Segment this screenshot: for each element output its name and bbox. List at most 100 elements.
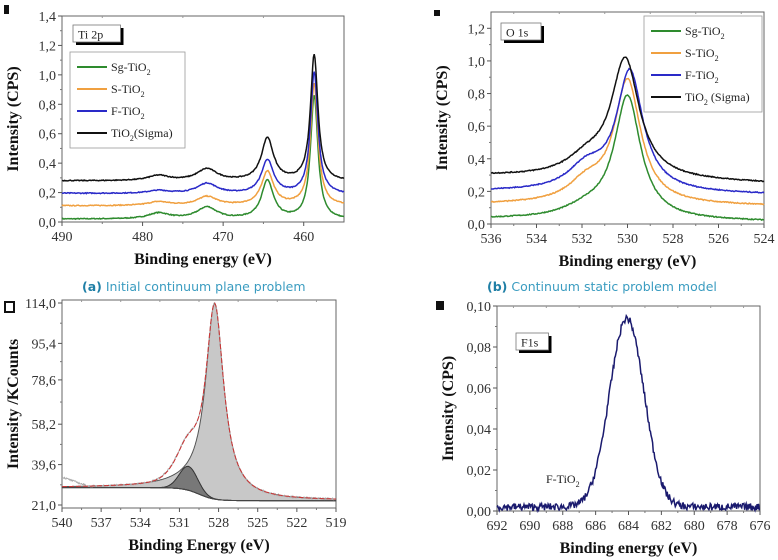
o1s-fit-raw-data bbox=[61, 301, 336, 501]
ti2p-legend-label: S-TiO2 bbox=[111, 82, 145, 99]
f1s-y-axis-title: Intensity (CPS) bbox=[440, 356, 457, 461]
f1s-panel-letter bbox=[436, 301, 444, 310]
o1s-x-tick-label: 534 bbox=[526, 232, 547, 247]
o1s-legend-item: TiO2 (Sigma) bbox=[651, 90, 750, 107]
o1s-legend-label: TiO2 (Sigma) bbox=[685, 90, 750, 107]
f1s-panel-label: F1s bbox=[521, 336, 539, 350]
f1s-x-tick-label: 678 bbox=[717, 519, 738, 534]
ti2p-panel-label-box bbox=[72, 24, 121, 43]
o1s-fit-y-tick-label: 21,0 bbox=[32, 499, 57, 514]
f1s-y-tick-label: 0,06 bbox=[467, 382, 492, 397]
o1s-x-tick-label: 528 bbox=[663, 232, 684, 247]
ti2p-y-axis-title: Intensity (CPS) bbox=[5, 66, 22, 171]
ti2p-legend-label: Sg-TiO2 bbox=[111, 60, 151, 77]
ti2p-y-tick-label: 1,0 bbox=[39, 69, 57, 84]
o1s-series-F-TiO2 bbox=[490, 67, 765, 194]
ti2p-x-tick-label: 470 bbox=[213, 230, 234, 245]
chart-o1s: 536 534 532 530 528 526 524 0,0 0,2 0,4 0,6 0,8 1,0 1… bbox=[434, 10, 775, 270]
o1s-y-tick-label: 1,0 bbox=[468, 55, 486, 70]
o1s-y-tick-label: 1,2 bbox=[468, 22, 486, 37]
o1s-fit-x-tick-label: 525 bbox=[247, 516, 268, 531]
f1s-y-tick-label: 0,00 bbox=[467, 505, 492, 520]
f1s-x-tick-label: 682 bbox=[651, 519, 672, 534]
o1s-panel-label-box bbox=[500, 22, 542, 41]
o1s-fit-x-tick-label: 540 bbox=[52, 516, 73, 531]
chart-o1s-fit: 540 537 534 531 528 525 522 519 21,0 39,6 58,2 78,6… bbox=[4, 297, 347, 554]
o1s-x-tick-label: 532 bbox=[572, 232, 593, 247]
ti2p-y-tick-label: 0,2 bbox=[39, 187, 57, 202]
ti2p-y-tick-label: 1,2 bbox=[39, 39, 57, 54]
f1s-x-tick-label: 684 bbox=[618, 519, 639, 534]
ti2p-panel-letter bbox=[4, 5, 9, 14]
o1s-fit-background bbox=[62, 487, 336, 502]
o1s-fit-x-tick-label: 528 bbox=[208, 516, 229, 531]
o1s-fit-y-tick-label: 114,0 bbox=[25, 297, 56, 312]
ti2p-y-tick-label: 0,8 bbox=[39, 98, 57, 113]
ti2p-y-tick-label: 0,6 bbox=[39, 128, 57, 143]
o1s-fit-x-tick-label: 537 bbox=[91, 516, 112, 531]
o1s-fit-envelope bbox=[62, 302, 336, 500]
caption-a-tag: (a) bbox=[82, 279, 102, 294]
o1s-legend-label: S-TiO2 bbox=[685, 46, 719, 63]
f1s-y-tick-label: 0,04 bbox=[467, 423, 492, 438]
ti2p-x-tick-label: 490 bbox=[52, 230, 73, 245]
ti2p-panel-label: Ti 2p bbox=[78, 28, 103, 42]
f1s-y-tick-label: 0,10 bbox=[467, 300, 492, 315]
o1s-x-tick-label: 526 bbox=[708, 232, 729, 247]
o1s-legend-label: Sg-TiO2 bbox=[685, 24, 725, 41]
f1s-x-tick-label: 686 bbox=[585, 519, 606, 534]
o1s-y-tick-label: 0,6 bbox=[468, 120, 486, 135]
f1s-x-tick-label: 692 bbox=[487, 519, 508, 534]
f1s-annotation: F-TiO2 bbox=[546, 472, 580, 489]
f1s-panel-label-box bbox=[515, 332, 549, 351]
caption-b-tag: (b) bbox=[487, 279, 508, 294]
chart-f1s: 692 690 688 686 684 682 680 678 676 0,00 0,02 0,04 0… bbox=[436, 300, 771, 557]
o1s-series-S-TiO2 bbox=[491, 77, 765, 206]
o1s-fit-x-tick-label: 531 bbox=[169, 516, 190, 531]
ti2p-series-Sg-TiO2 bbox=[61, 95, 344, 221]
o1s-x-tick-label: 536 bbox=[481, 232, 502, 247]
o1s-y-axis-title: Intensity (CPS) bbox=[434, 65, 451, 170]
o1s-fit-y-tick-label: 95,4 bbox=[32, 337, 57, 352]
o1s-fit-y-tick-label: 58,2 bbox=[32, 418, 57, 433]
o1s-fit-x-tick-label: 519 bbox=[326, 516, 347, 531]
ti2p-series-TiO2(Sigma) bbox=[61, 54, 345, 182]
o1s-panel-letter bbox=[434, 10, 440, 16]
o1s-fit-y-axis-title: Intensity /KCounts bbox=[5, 339, 22, 469]
o1s-fit-y-tick-label: 78,6 bbox=[32, 374, 57, 389]
caption-a: (a) Initial continuum plane problem bbox=[82, 279, 306, 294]
o1s-y-tick-label: 0,0 bbox=[468, 218, 486, 233]
f1s-y-tick-label: 0,02 bbox=[467, 464, 492, 479]
ti2p-legend-item: F-TiO2 bbox=[77, 104, 145, 121]
o1s-legend-item: F-TiO2 bbox=[651, 68, 719, 85]
caption-a-text: Initial continuum plane problem bbox=[105, 279, 306, 294]
f1s-x-axis-title: Binding energy (eV) bbox=[560, 540, 698, 557]
f1s-x-tick-label: 680 bbox=[684, 519, 705, 534]
o1s-legend-item: Sg-TiO2 bbox=[651, 24, 725, 41]
o1s-y-tick-label: 0,2 bbox=[468, 185, 486, 200]
o1s-series-Sg-TiO2 bbox=[491, 94, 764, 222]
ti2p-series-S-TiO2 bbox=[61, 82, 345, 207]
o1s-y-tick-label: 0,8 bbox=[468, 88, 486, 103]
caption-b-text: Continuum static problem model bbox=[511, 279, 717, 294]
ti2p-x-axis-title: Binding energy (eV) bbox=[134, 251, 272, 268]
o1s-fit-y-tick-label: 39,6 bbox=[32, 459, 57, 474]
ti2p-legend-item: TiO2(Sigma) bbox=[77, 126, 173, 143]
ti2p-legend-label: TiO2(Sigma) bbox=[111, 126, 173, 143]
o1s-fit-x-tick-label: 522 bbox=[286, 516, 307, 531]
ti2p-legend-item: S-TiO2 bbox=[77, 82, 145, 99]
f1s-x-tick-label: 688 bbox=[552, 519, 573, 534]
f1s-y-tick-label: 0,08 bbox=[467, 341, 492, 356]
o1s-x-axis-title: Binding energy (eV) bbox=[559, 253, 697, 270]
chart-ti2p: 490 480 470 460 0,0 0,2 0,4 0,6 0,8 1,0 1,2 1,4 Bind… bbox=[4, 5, 345, 268]
o1s-fit-x-tick-label: 534 bbox=[130, 516, 151, 531]
o1s-fit-panel-letter bbox=[4, 301, 15, 313]
ti2p-x-tick-label: 460 bbox=[293, 230, 314, 245]
o1s-legend-label: F-TiO2 bbox=[685, 68, 719, 85]
o1s-fit-x-axis-title: Binding Energy (eV) bbox=[128, 537, 269, 554]
o1s-panel-label: O 1s bbox=[506, 26, 529, 40]
f1s-x-tick-label: 676 bbox=[750, 519, 771, 534]
o1s-legend-item: S-TiO2 bbox=[651, 46, 719, 63]
f1s-x-tick-label: 690 bbox=[519, 519, 540, 534]
caption-b: (b) Continuum static problem model bbox=[487, 279, 717, 294]
